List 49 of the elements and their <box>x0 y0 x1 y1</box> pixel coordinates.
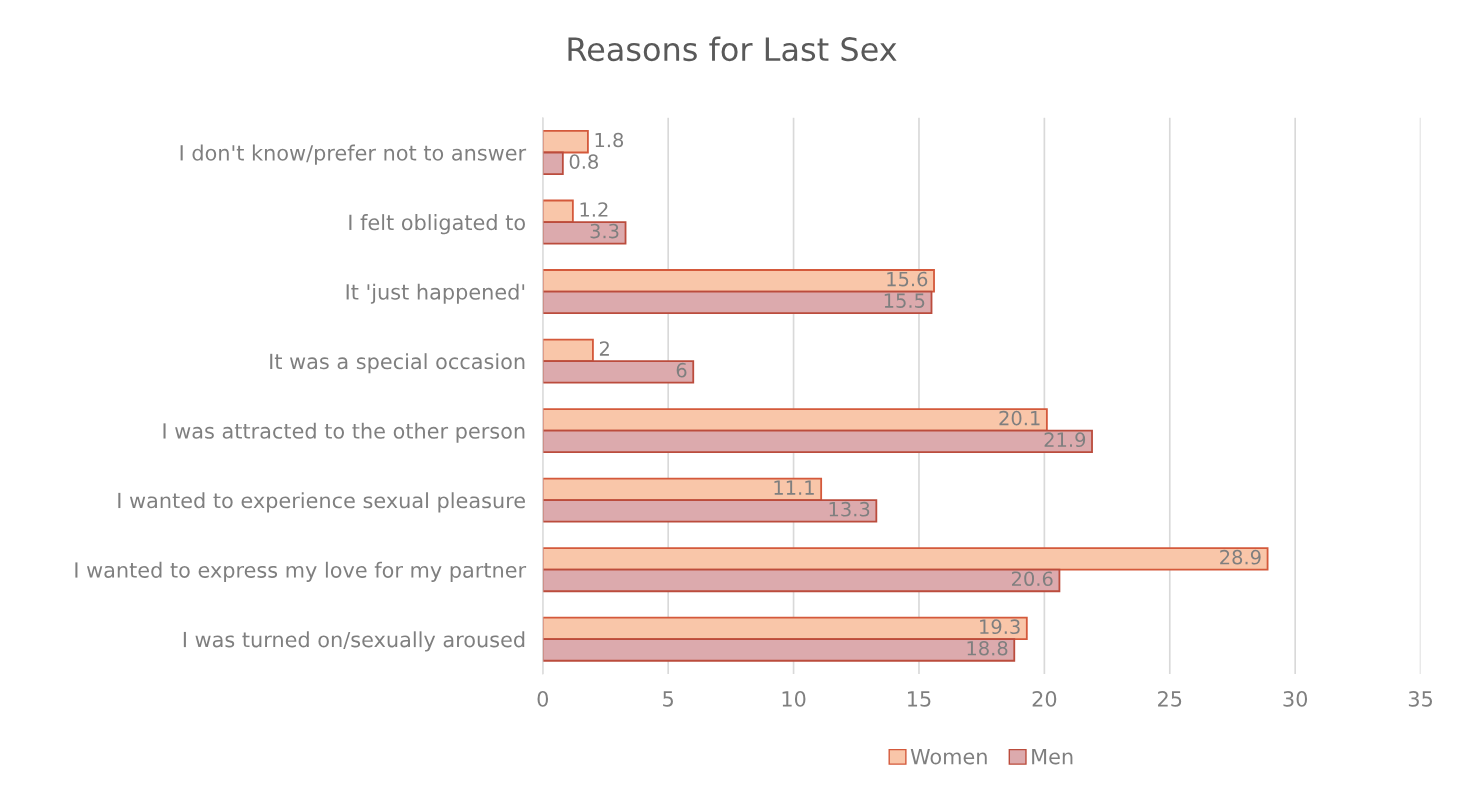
y-tick-label: I wanted to experience sexual pleasure <box>118 492 525 513</box>
x-tick-label: 15 <box>908 691 931 707</box>
bar <box>542 151 564 175</box>
bar <box>542 547 1269 571</box>
bar <box>542 338 594 362</box>
x-tick-label: 5 <box>663 691 673 707</box>
y-tick-label: I was attracted to the other person <box>163 422 525 443</box>
bar <box>542 360 695 384</box>
y-tick-label: I wanted to express my love for my partner <box>75 561 527 582</box>
y-tick-label: It was a special occasion <box>270 353 525 374</box>
y-tick-label: I felt obligated to <box>349 214 525 235</box>
bar <box>542 429 1093 454</box>
data-label: 13.3 <box>829 501 870 517</box>
data-label: 6 <box>676 362 687 378</box>
data-label: 18.8 <box>967 640 1008 656</box>
data-label: 19.3 <box>980 619 1020 635</box>
legend-label: Men <box>1032 748 1073 765</box>
bar <box>542 199 574 223</box>
data-label: 1.8 <box>595 132 624 148</box>
data-label: 1.2 <box>580 202 608 217</box>
y-tick-label: I was turned on/sexually aroused <box>183 631 525 652</box>
bar <box>542 269 935 293</box>
x-tick-label: 25 <box>1158 690 1182 707</box>
data-label: 11.1 <box>774 480 814 495</box>
data-label: 15.6 <box>887 271 928 287</box>
data-label: 28.9 <box>1220 549 1261 565</box>
y-tick-label: I don't know/prefer not to answer <box>180 144 527 165</box>
bar <box>542 408 1048 432</box>
bar <box>542 568 1061 593</box>
legend-label: Women <box>910 748 987 765</box>
x-tick-label: 0 <box>537 690 549 707</box>
data-label: 21.9 <box>1044 432 1086 448</box>
data-label: 2 <box>599 341 609 356</box>
data-label: 0.8 <box>569 154 598 169</box>
bar <box>542 638 1016 662</box>
x-tick-label: 10 <box>782 690 806 707</box>
bar <box>542 290 933 315</box>
y-tick-label: It 'just happened' <box>346 283 525 304</box>
chart-title: Reasons for Last Sex <box>568 36 897 62</box>
bar <box>542 221 627 245</box>
bar <box>542 130 589 154</box>
data-label: 20.6 <box>1012 571 1053 587</box>
data-label: 15.5 <box>884 293 925 308</box>
bar <box>542 499 878 523</box>
x-tick-label: 20 <box>1032 690 1057 707</box>
data-label: 3.3 <box>590 223 619 239</box>
x-tick-label: 30 <box>1283 690 1308 707</box>
data-label: 20.1 <box>999 410 1040 426</box>
x-tick-label: 35 <box>1408 690 1433 707</box>
